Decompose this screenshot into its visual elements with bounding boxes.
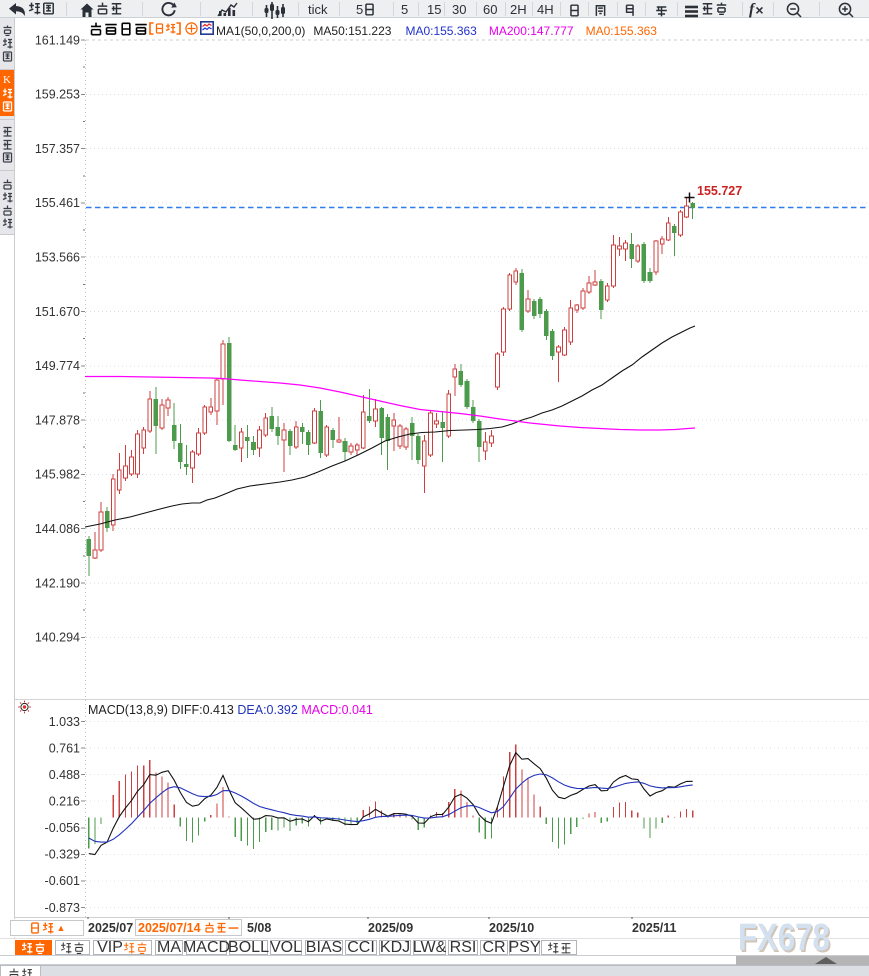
svg-text:-0.601: -0.601 (45, 874, 80, 888)
svg-text:-0.056: -0.056 (45, 821, 80, 835)
svg-text:149.774: 149.774 (35, 359, 80, 373)
svg-text:142.190: 142.190 (35, 576, 80, 590)
svg-text:140.294: 140.294 (35, 631, 80, 645)
svg-text:147.878: 147.878 (35, 413, 80, 427)
svg-text:159.253: 159.253 (35, 88, 80, 102)
svg-text:-0.329: -0.329 (45, 848, 80, 862)
svg-text:161.149: 161.149 (35, 33, 80, 47)
svg-text:144.086: 144.086 (35, 522, 80, 536)
svg-text:157.357: 157.357 (35, 142, 80, 156)
svg-text:155.727: 155.727 (697, 184, 742, 198)
svg-text:1.033: 1.033 (49, 715, 80, 729)
svg-text:151.670: 151.670 (35, 305, 80, 319)
svg-text:0.761: 0.761 (49, 741, 80, 755)
svg-text:145.982: 145.982 (35, 468, 80, 482)
svg-text:0.488: 0.488 (49, 768, 80, 782)
svg-text:155.461: 155.461 (35, 196, 80, 210)
svg-text:0.216: 0.216 (49, 795, 80, 809)
svg-text:MACD(13,8,9) DIFF:0.413 DEA:: MACD(13,8,9) DIFF:0.413 DEA:0.392 MACD:0… (88, 703, 373, 717)
svg-text:153.566: 153.566 (35, 251, 80, 265)
svg-text:-0.873: -0.873 (45, 901, 80, 915)
